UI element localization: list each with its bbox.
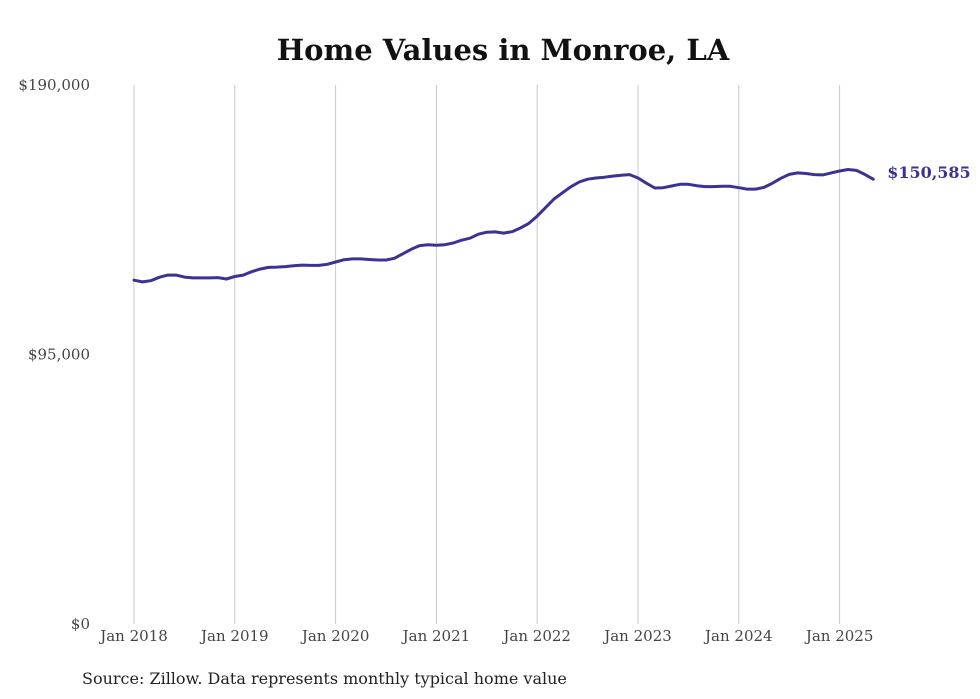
x-axis-tick-labels: Jan 2018 Jan 2019 Jan 2020 Jan 2021 Jan 2022… (98, 627, 873, 645)
x-tick-label: Jan 2025 (804, 627, 874, 645)
home-value-series-line (132, 168, 875, 284)
y-tick-label: $95,000 (28, 346, 90, 364)
chart-title: Home Values in Monroe, LA (277, 33, 730, 67)
x-tick-label: Jan 2023 (602, 627, 672, 645)
gridlines (133, 85, 841, 624)
x-tick-label: Jan 2020 (300, 627, 370, 645)
x-tick-label: Jan 2024 (703, 627, 773, 645)
x-tick-label: Jan 2022 (501, 627, 571, 645)
latest-value-label: $150,585 (887, 163, 971, 182)
y-axis-tick-labels: $0 $95,000 $190,000 (18, 76, 90, 633)
x-tick-label: Jan 2018 (98, 627, 168, 645)
x-tick-label: Jan 2019 (199, 627, 269, 645)
y-tick-label: $190,000 (18, 76, 90, 94)
source-note: Source: Zillow. Data represents monthly … (82, 669, 567, 688)
y-tick-label: $0 (71, 615, 90, 633)
x-tick-label: Jan 2021 (401, 627, 471, 645)
